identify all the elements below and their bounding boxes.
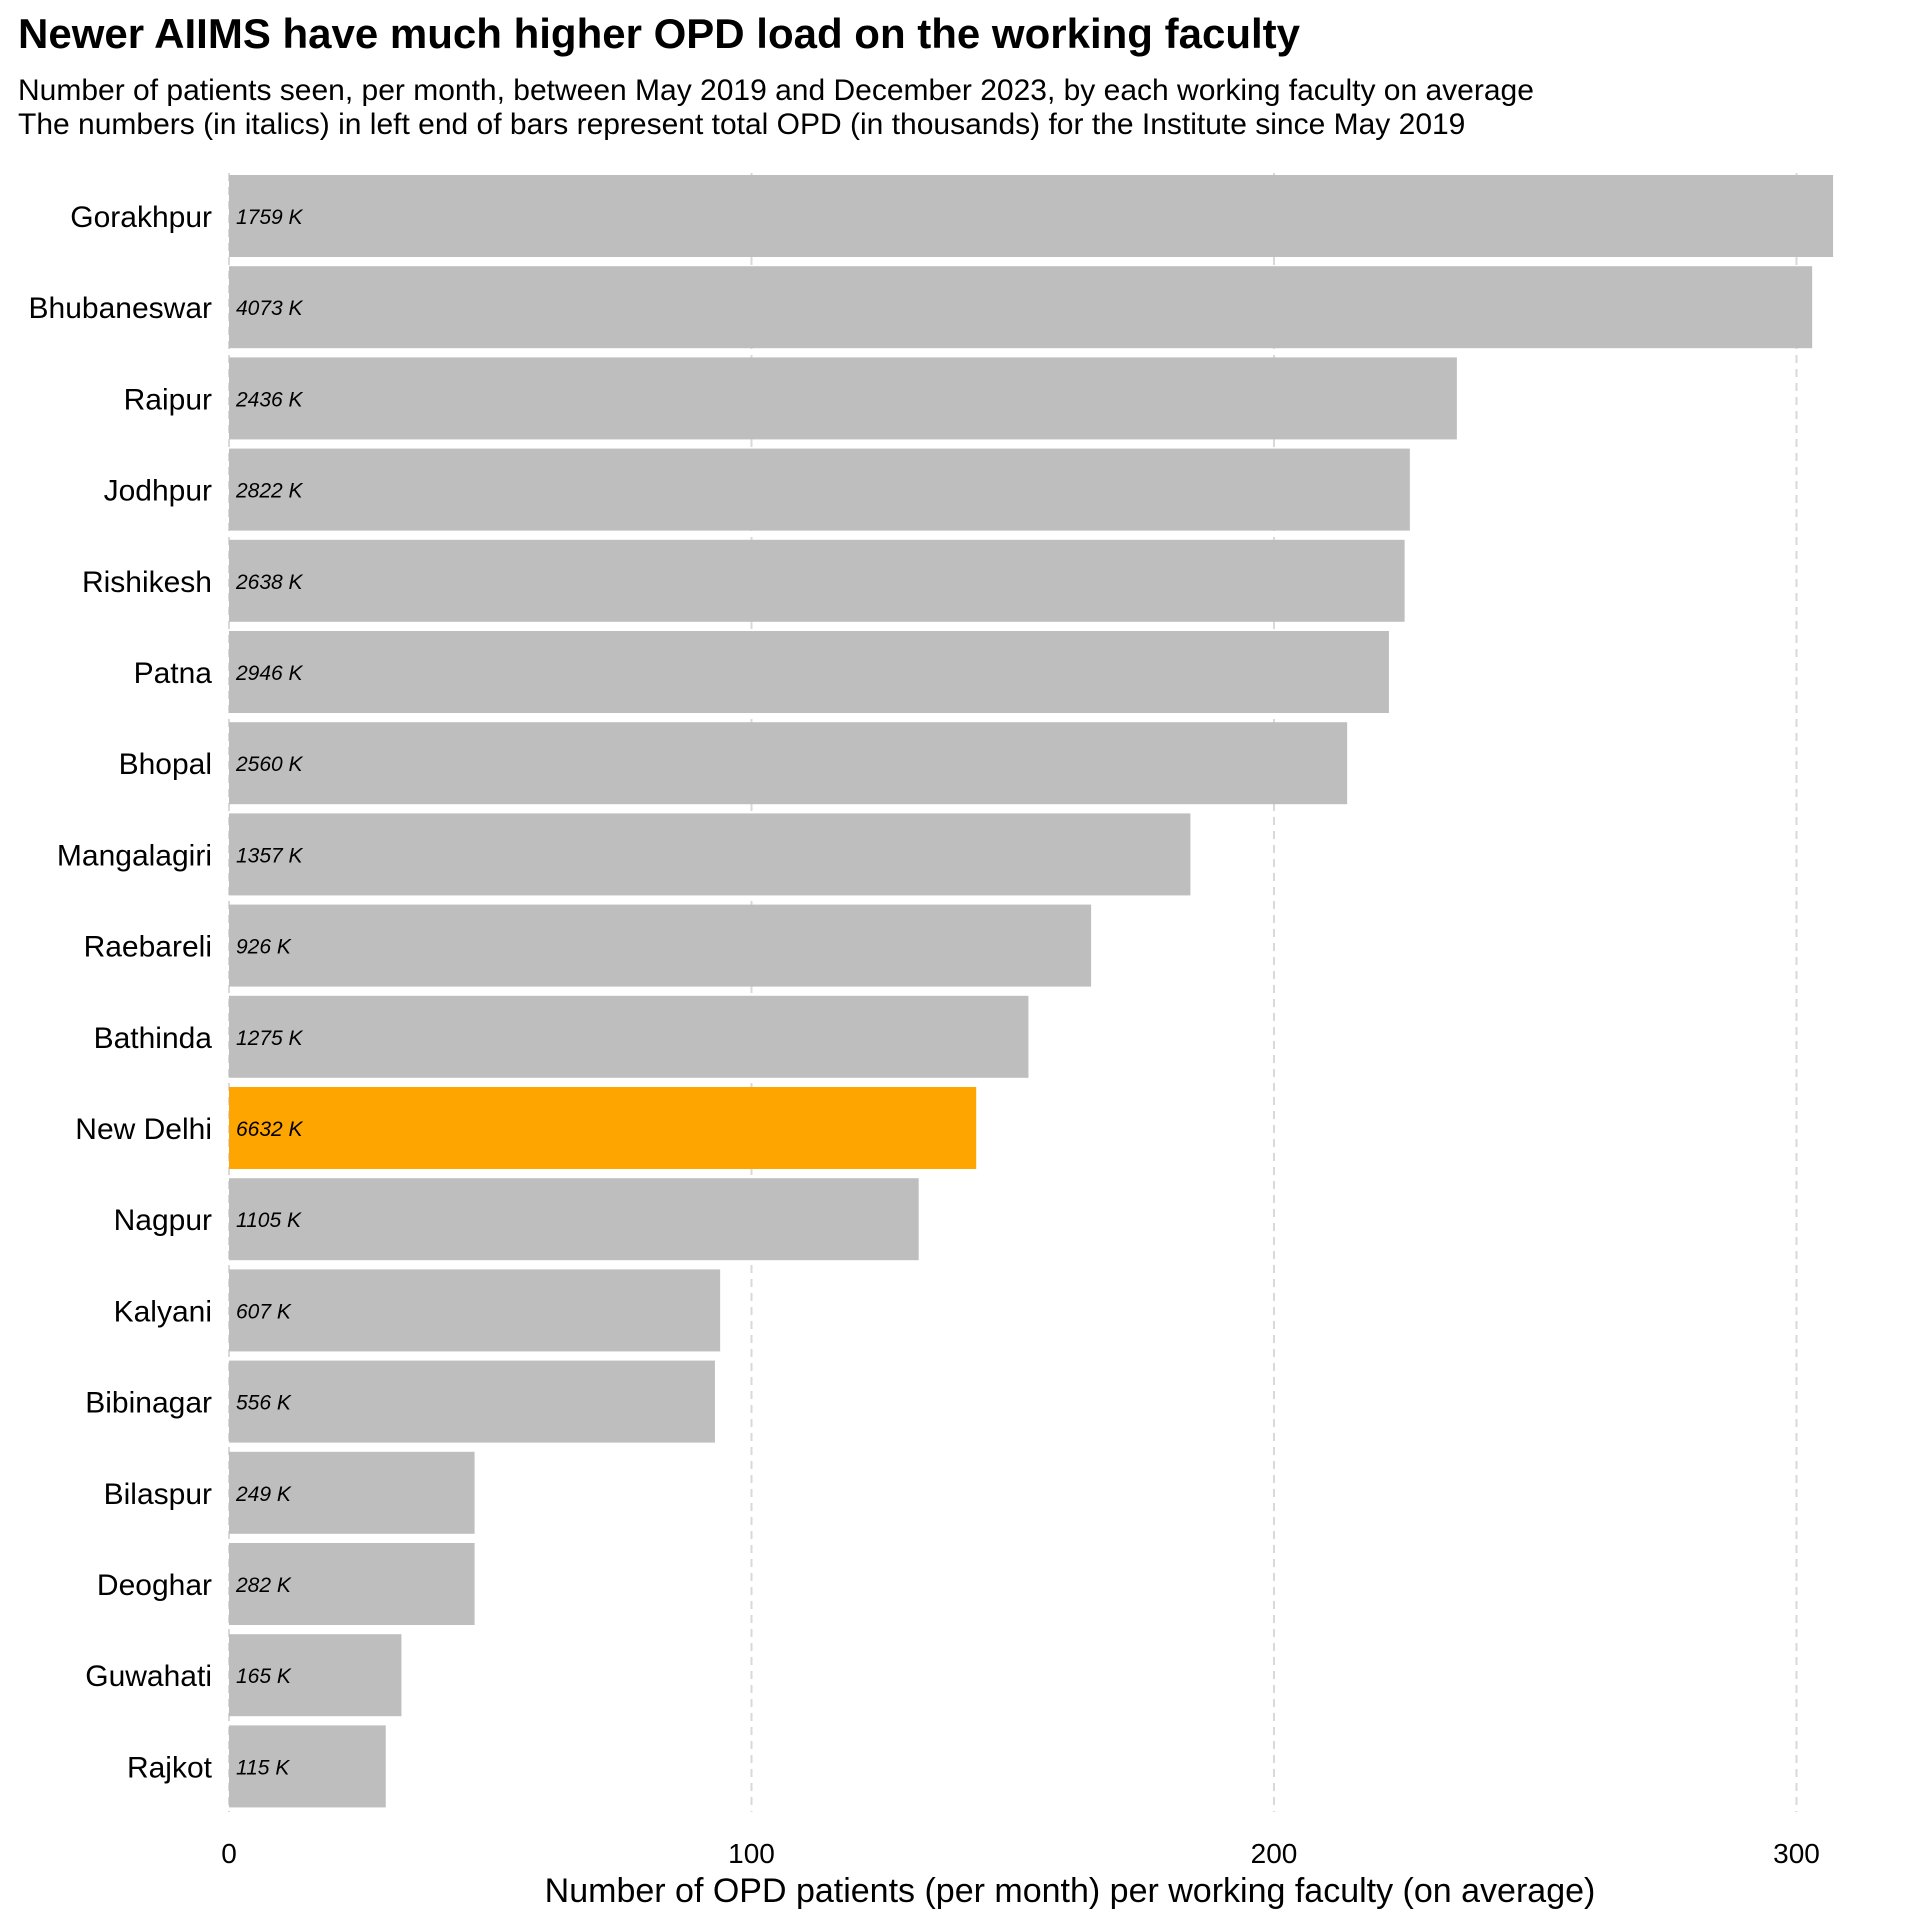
bar-value-label-deoghar: 282 K	[235, 1574, 292, 1597]
grid-lines	[228, 173, 1798, 1812]
bar-kalyani	[229, 1269, 721, 1352]
bar-value-label-bhubaneswar: 4073 K	[236, 297, 304, 320]
bar-value-label-bathinda: 1275 K	[236, 1027, 304, 1050]
bar-value-label-rishikesh: 2638 K	[235, 571, 304, 594]
bar-value-label-jodhpur: 2822 K	[235, 480, 304, 503]
category-label-bilaspur: Bilaspur	[104, 1478, 212, 1511]
category-label-bathinda: Bathinda	[94, 1022, 213, 1055]
x-tick-label-0: 0	[221, 1838, 237, 1869]
bar-deoghar	[229, 1543, 475, 1625]
category-label-rishikesh: Rishikesh	[82, 566, 212, 599]
category-label-patna: Patna	[134, 657, 213, 690]
category-label-new-delhi: New Delhi	[75, 1113, 212, 1146]
bar-value-label-gorakhpur: 1759 K	[236, 206, 304, 229]
category-label-gorakhpur: Gorakhpur	[70, 201, 212, 234]
bar-bilaspur	[229, 1451, 475, 1534]
bar-rishikesh	[229, 539, 1405, 622]
bar-value-label-raebareli: 926 K	[236, 936, 292, 959]
bar-value-label-rajkot: 115 K	[236, 1756, 290, 1779]
category-label-raebareli: Raebareli	[84, 931, 212, 964]
bar-nagpur	[229, 1178, 919, 1261]
category-label-nagpur: Nagpur	[114, 1204, 212, 1237]
bar-value-label-bhopal: 2560 K	[235, 753, 304, 776]
bar-value-label-kalyani: 607 K	[236, 1300, 292, 1323]
labels: 0 100 200 300 Gorakhpur 1759 K Bhubaneswar 4073…	[29, 201, 1820, 1869]
category-label-kalyani: Kalyani	[114, 1295, 212, 1328]
x-axis-title: Number of OPD patients (per month) per w…	[545, 1872, 1596, 1910]
bars	[229, 175, 1834, 1808]
bar-value-label-bilaspur: 249 K	[235, 1483, 292, 1506]
bar-value-label-guwahati: 165 K	[236, 1665, 292, 1688]
bar-bibinagar	[229, 1360, 715, 1443]
bar-rajkot	[229, 1725, 386, 1808]
category-label-bhopal: Bhopal	[119, 748, 212, 781]
bar-value-label-raipur: 2436 K	[235, 388, 304, 411]
category-label-bhubaneswar: Bhubaneswar	[29, 292, 212, 325]
category-label-raipur: Raipur	[124, 383, 212, 416]
bar-raipur	[229, 357, 1457, 440]
category-label-bibinagar: Bibinagar	[85, 1387, 212, 1420]
bar-bathinda	[229, 995, 1029, 1078]
bar-patna	[229, 631, 1389, 713]
bar-bhopal	[229, 722, 1348, 805]
chart-subtitle-line-1: Number of patients seen, per month, betw…	[18, 74, 1534, 107]
bar-value-label-bibinagar: 556 K	[236, 1392, 292, 1415]
bar-new-delhi	[229, 1087, 977, 1169]
bar-bhubaneswar	[229, 266, 1813, 349]
category-label-deoghar: Deoghar	[97, 1569, 212, 1602]
bar-jodhpur	[229, 448, 1410, 531]
category-label-jodhpur: Jodhpur	[104, 475, 212, 508]
bar-value-label-mangalagiri: 1357 K	[236, 844, 304, 867]
chart-title: Newer AIIMS have much higher OPD load on…	[18, 10, 1300, 57]
category-label-guwahati: Guwahati	[85, 1660, 212, 1693]
x-tick-label-300: 300	[1773, 1838, 1820, 1869]
bar-guwahati	[229, 1634, 402, 1717]
bar-value-label-new-delhi: 6632 K	[236, 1118, 304, 1141]
category-label-rajkot: Rajkot	[127, 1751, 213, 1784]
chart-subtitle-line-2: The numbers (in italics) in left end of …	[18, 108, 1466, 141]
category-label-mangalagiri: Mangalagiri	[57, 839, 212, 872]
bar-value-label-patna: 2946 K	[235, 662, 304, 685]
bar-gorakhpur	[229, 175, 1834, 257]
bar-raebareli	[229, 904, 1092, 987]
x-tick-label-100: 100	[728, 1838, 775, 1869]
bar-value-label-nagpur: 1105 K	[236, 1209, 302, 1232]
x-tick-label-200: 200	[1251, 1838, 1298, 1869]
bar-mangalagiri	[229, 813, 1191, 896]
